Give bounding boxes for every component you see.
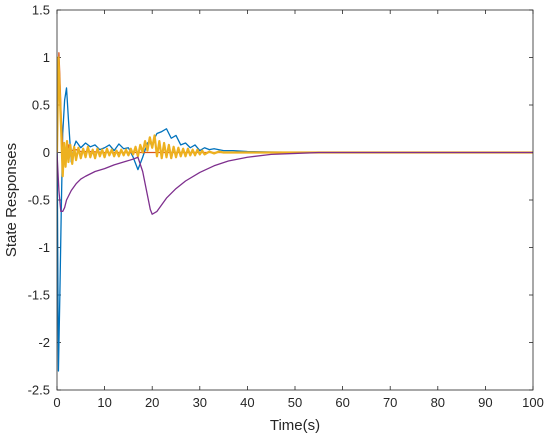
x-axis-label: Time(s) [270, 417, 320, 434]
y-axis-label: State Responses [3, 143, 20, 257]
plot-area [57, 10, 533, 390]
series-layer [57, 52, 533, 372]
x-tick-label: 20 [145, 395, 159, 410]
y-tick-label: -0.5 [28, 193, 50, 208]
x-tick-label: 100 [522, 395, 544, 410]
y-tick-label: -1.5 [28, 288, 50, 303]
ticks-layer: 0 10 20 30 40 50 60 70 80 90 100 -2.5 -2 -1.5 -1 -0.5 0 0… [28, 3, 544, 411]
x-tick-label: 60 [335, 395, 349, 410]
y-tick-label: 0.5 [32, 98, 50, 113]
y-tick-label: -2 [38, 335, 50, 350]
x-tick-label: 30 [193, 395, 207, 410]
plot-frame [56, 9, 534, 391]
x-tick-label: 10 [97, 395, 111, 410]
y-tick-label: 1 [43, 50, 50, 65]
y-tick-label: -1 [38, 240, 50, 255]
x-tick-label: 50 [288, 395, 302, 410]
x-tick-label: 90 [478, 395, 492, 410]
x-tick-label: 70 [383, 395, 397, 410]
y-tick-label: 0 [43, 145, 50, 160]
x-tick-label: 0 [53, 395, 60, 410]
series-line-3 [57, 56, 533, 178]
y-tick-label: -2.5 [28, 383, 50, 398]
series-line-4 [57, 151, 533, 215]
x-tick-label: 40 [240, 395, 254, 410]
y-tick-label: 1.5 [32, 3, 50, 18]
x-tick-label: 80 [431, 395, 445, 410]
